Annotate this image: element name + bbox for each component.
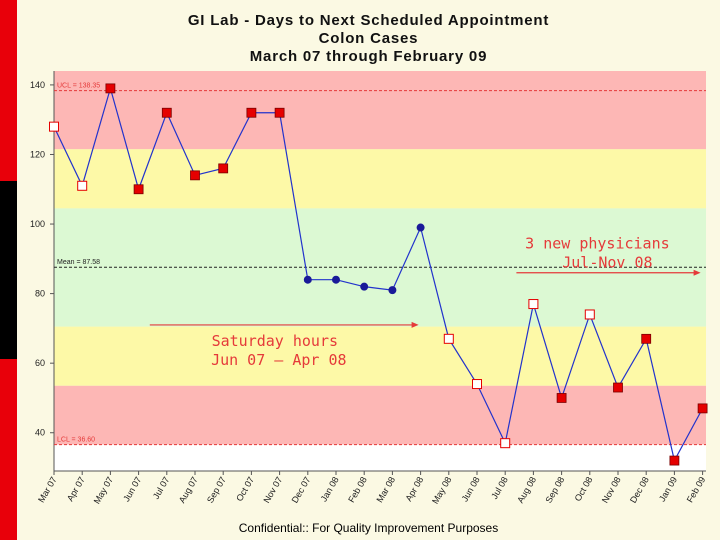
x-tick-label: Dec 07 [290,475,313,505]
data-point [556,393,567,403]
annotation-text: 3 new physicians [525,235,670,253]
data-point [613,382,623,393]
reference-line-label: UCL = 138.35 [57,83,100,90]
zone-band-5 [54,444,706,471]
data-point [584,309,595,320]
data-point [246,107,257,118]
annotation-text: Saturday hours [212,332,338,350]
y-tick-label: 100 [30,219,45,229]
x-tick-label: Nov 08 [600,475,623,505]
reference-line-label: Mean = 87.58 [57,259,100,266]
zone-band-4 [54,385,706,445]
chart-subtitle: Colon Cases [318,30,419,47]
data-point [416,223,425,232]
data-point [697,403,708,414]
data-point [443,333,454,344]
x-tick-label: Jul 08 [489,475,510,501]
x-tick-label: Oct 08 [573,475,595,503]
zone-band-0 [54,71,706,150]
annotation-text: Jul-Nov 08 [562,254,652,272]
data-point [528,299,539,310]
data-point [669,455,680,466]
x-tick-label: Jun 07 [121,475,143,503]
y-tick-label: 40 [35,428,45,438]
y-tick-label: 80 [35,289,45,299]
x-tick-label: Feb 09 [685,475,708,504]
y-tick-label: 60 [35,358,45,368]
x-tick-label: Mar 08 [374,475,397,504]
data-point [360,282,369,291]
data-point [641,333,652,344]
data-point [218,163,229,174]
y-tick-label: 120 [30,149,45,159]
chart-subtitle-range: March 07 through February 09 [249,48,488,65]
chart-titles: GI Lab - Days to Next Scheduled Appointm… [17,12,720,66]
x-tick-label: Apr 07 [65,475,87,503]
data-point [472,379,482,390]
annotation-text: Jun 07 – Apr 08 [211,351,346,369]
x-tick-label: Jul 07 [151,475,172,501]
data-point [161,107,172,118]
chart-title: GI Lab - Days to Next Scheduled Appointm… [187,12,550,29]
x-tick-label: Jan 09 [657,475,679,503]
reference-line-label: LCL = 36.60 [57,437,95,444]
x-tick-label: Jun 08 [460,475,482,503]
data-point [49,121,59,132]
x-tick-label: May 08 [430,475,453,506]
series-line [53,86,704,463]
zone-band-1 [54,149,706,209]
zone-band-3 [54,326,706,386]
left-black-bar [0,181,17,359]
data-point [77,180,88,191]
data-point [388,286,397,295]
x-tick-label: Sep 08 [543,475,566,505]
annotation-arrow-head [411,321,419,328]
x-tick-label: Aug 07 [177,475,200,505]
x-tick-label: Mar 07 [36,475,59,504]
data-point [190,170,200,181]
confidential-footer: Confidential:: For Quality Improvement P… [238,521,499,535]
x-tick-label: Jan 08 [319,475,341,503]
data-point [332,275,340,284]
x-tick-label: Aug 08 [515,475,538,505]
data-point [303,275,312,284]
x-tick-label: Oct 07 [234,475,256,503]
data-point [133,184,144,195]
annotation-arrow-head [693,269,701,276]
data-point [500,438,511,449]
x-tick-label: Nov 07 [261,475,284,505]
x-tick-label: Dec 08 [628,475,651,505]
x-tick-label: Apr 08 [403,475,425,503]
x-tick-label: Sep 07 [205,475,228,505]
y-tick-label: 140 [30,80,45,90]
x-tick-label: Feb 08 [346,475,369,504]
data-point [105,83,116,94]
data-point [274,107,285,118]
x-tick-label: May 07 [92,475,115,506]
